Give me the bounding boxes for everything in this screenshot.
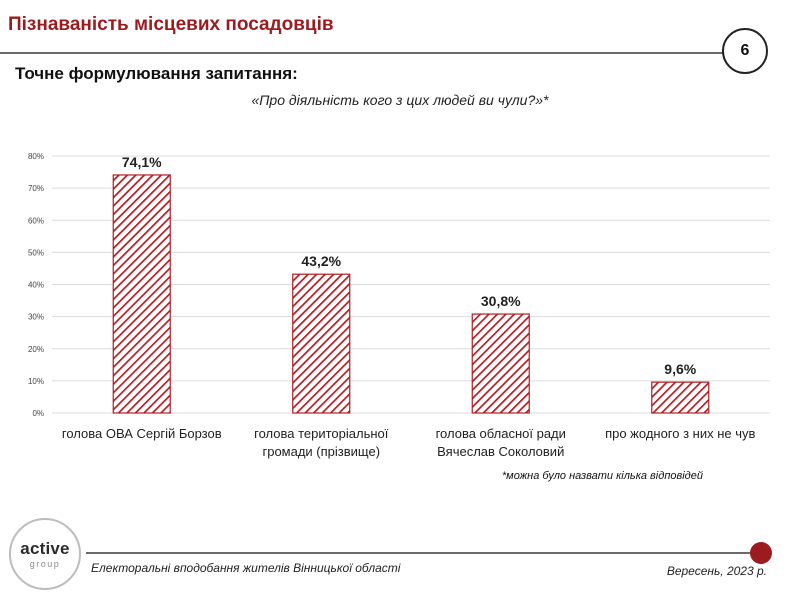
y-tick-label: 0%	[32, 409, 44, 418]
footer-date: Вересень, 2023 р.	[666, 564, 767, 578]
top-divider	[0, 52, 726, 54]
slide-title: Пізнаваність місцевих посадовців	[8, 14, 334, 35]
data-label: 43,2%	[301, 253, 341, 269]
accent-dot	[750, 542, 772, 564]
category-label: голова обласної ради	[436, 426, 566, 441]
data-label: 9,6%	[664, 361, 696, 377]
question-text: «Про діяльність кого з цих людей ви чули…	[251, 92, 549, 108]
y-tick-label: 70%	[28, 184, 44, 193]
logo-word-group: group	[29, 559, 61, 569]
grid-layer	[52, 155, 770, 414]
category-label: про жодного з них не чув	[605, 426, 755, 441]
y-tick-label: 40%	[28, 281, 44, 290]
page-number-badge: 6	[722, 28, 768, 74]
bottom-divider	[86, 552, 756, 554]
bar	[292, 273, 351, 414]
category-label: громади (прізвище)	[262, 444, 380, 459]
question-heading: Точне формулювання запитання:	[15, 64, 298, 83]
y-axis-ticks: 0% 10% 20% 30% 40% 50% 60% 70% 80%	[28, 152, 44, 418]
y-tick-label: 20%	[28, 345, 44, 354]
bar-chart: 0% 10% 20% 30% 40% 50% 60% 70% 80% 74,1% голова О…	[28, 152, 770, 459]
bar	[651, 381, 710, 414]
bar	[471, 313, 530, 414]
bars-layer	[112, 174, 710, 414]
labels-layer: 74,1% голова ОВА Сергій Борзов 43,2% голова…	[62, 154, 756, 459]
category-label: Вячеслав Соколовий	[437, 444, 564, 459]
bar	[112, 174, 171, 414]
logo-word-active: active	[20, 539, 70, 558]
category-label: голова ОВА Сергій Борзов	[62, 426, 222, 441]
data-label: 74,1%	[122, 154, 162, 170]
y-tick-label: 80%	[28, 152, 44, 161]
footer-report-title: Електоральні вподобання жителів Вінницьк…	[91, 561, 401, 575]
y-tick-label: 10%	[28, 377, 44, 386]
category-label: голова територіальної	[254, 426, 389, 441]
footnote: *можна було назвати кілька відповідей	[501, 470, 703, 482]
y-tick-label: 50%	[28, 248, 44, 257]
page-number: 6	[740, 42, 750, 59]
y-tick-label: 60%	[28, 216, 44, 225]
y-tick-label: 30%	[28, 313, 44, 322]
active-group-logo: active group	[9, 518, 81, 590]
data-label: 30,8%	[481, 293, 521, 309]
